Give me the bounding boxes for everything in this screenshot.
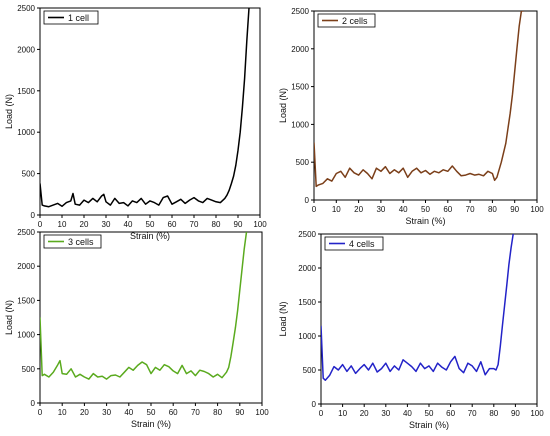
y-tick-label: 0 bbox=[305, 196, 310, 205]
x-tick-label: 40 bbox=[124, 408, 133, 417]
x-tick-label: 60 bbox=[446, 409, 455, 418]
x-tick-label: 0 bbox=[319, 409, 324, 418]
x-tick-label: 20 bbox=[360, 409, 369, 418]
x-axis-title: Strain (%) bbox=[131, 419, 171, 429]
x-tick-label: 100 bbox=[253, 220, 267, 229]
x-tick-label: 90 bbox=[511, 409, 520, 418]
legend-label: 4 cells bbox=[349, 239, 375, 249]
y-tick-label: 1000 bbox=[17, 331, 35, 340]
plot-frame bbox=[39, 231, 263, 404]
x-tick-label: 70 bbox=[191, 408, 200, 417]
y-tick-label: 1500 bbox=[298, 298, 316, 307]
legend-box bbox=[324, 236, 384, 251]
x-tick-label: 50 bbox=[421, 205, 430, 214]
x-tick-label: 60 bbox=[443, 205, 452, 214]
chart-1-cell: 0 10 20 30 40 50 60 70 80 90 100050010001500200025… bbox=[4, 4, 267, 241]
x-axis-title: Strain (%) bbox=[405, 216, 445, 226]
x-axis-title: Strain (%) bbox=[130, 231, 170, 241]
x-tick-label: 10 bbox=[58, 408, 67, 417]
chart-panel-3-cells: 0 10 20 30 40 50 60 70 80 90 100 0 500 1000 1500 2000 25… bbox=[0, 224, 272, 436]
x-tick-label: 70 bbox=[466, 205, 475, 214]
x-tick-label: 100 bbox=[530, 205, 544, 214]
y-tick-label: 2000 bbox=[17, 45, 35, 54]
y-tick-label: 1500 bbox=[17, 87, 35, 96]
chart-3-cells: 0 10 20 30 40 50 60 70 80 90 100050010001500200025… bbox=[4, 228, 269, 429]
x-tick-label: 50 bbox=[147, 408, 156, 417]
x-tick-label: 20 bbox=[354, 205, 363, 214]
legend-box bbox=[317, 13, 376, 28]
x-tick-label: 100 bbox=[255, 408, 269, 417]
x-tick-label: 90 bbox=[510, 205, 519, 214]
y-tick-label: 1500 bbox=[291, 83, 309, 92]
series-line bbox=[321, 234, 514, 381]
series-line bbox=[314, 11, 524, 188]
y-tick-label: 0 bbox=[312, 400, 317, 409]
chart-2-cells: 0 10 20 30 40 50 60 70 80 90 100050010001500200025… bbox=[278, 7, 544, 226]
y-axis-title: Load (N) bbox=[4, 300, 14, 335]
x-tick-label: 40 bbox=[403, 409, 412, 418]
x-tick-label: 90 bbox=[235, 408, 244, 417]
x-tick-label: 40 bbox=[399, 205, 408, 214]
chart-panel-4-cells: 0 10 20 30 40 50 60 70 80 90 100 0 500 1000 1500 2000 25… bbox=[274, 224, 550, 436]
y-tick-label: 1000 bbox=[298, 332, 316, 341]
y-tick-label: 1500 bbox=[17, 296, 35, 305]
y-tick-label: 500 bbox=[22, 170, 36, 179]
y-axis-title: Load (N) bbox=[278, 301, 288, 336]
y-tick-label: 500 bbox=[296, 158, 310, 167]
y-tick-label: 0 bbox=[31, 399, 36, 408]
x-tick-label: 70 bbox=[468, 409, 477, 418]
y-tick-label: 2500 bbox=[291, 7, 309, 16]
plot-frame bbox=[39, 7, 261, 216]
y-axis-title: Load (N) bbox=[278, 88, 288, 123]
chart-4-cells: 0 10 20 30 40 50 60 70 80 90 100050010001500200025… bbox=[278, 230, 544, 430]
x-axis-title: Strain (%) bbox=[409, 420, 449, 430]
series-line bbox=[40, 8, 250, 208]
x-tick-label: 80 bbox=[489, 409, 498, 418]
chart-panel-1-cell: 0 10 20 30 40 50 60 70 80 90 100 0 500 1000 1500 2000 25… bbox=[0, 0, 272, 241]
plot-frame bbox=[320, 233, 538, 405]
x-tick-label: 10 bbox=[338, 409, 347, 418]
x-tick-label: 30 bbox=[102, 220, 111, 229]
legend-box bbox=[43, 10, 99, 25]
y-axis-title: Load (N) bbox=[4, 94, 14, 129]
y-tick-label: 2000 bbox=[298, 264, 316, 273]
y-tick-label: 2000 bbox=[17, 262, 35, 271]
x-tick-label: 20 bbox=[80, 220, 89, 229]
x-tick-label: 30 bbox=[381, 409, 390, 418]
y-tick-label: 500 bbox=[22, 365, 36, 374]
legend-box bbox=[43, 234, 102, 249]
x-tick-label: 90 bbox=[234, 220, 243, 229]
x-tick-label: 80 bbox=[212, 220, 221, 229]
x-tick-label: 50 bbox=[146, 220, 155, 229]
x-tick-label: 70 bbox=[190, 220, 199, 229]
x-tick-label: 80 bbox=[488, 205, 497, 214]
chart-panel-2-cells: 0 10 20 30 40 50 60 70 80 90 100 0 500 1000 1500 2000 25… bbox=[274, 0, 550, 232]
y-tick-label: 2000 bbox=[291, 45, 309, 54]
legend-label: 1 cell bbox=[68, 13, 89, 23]
x-tick-label: 50 bbox=[425, 409, 434, 418]
x-tick-label: 60 bbox=[169, 408, 178, 417]
x-tick-label: 30 bbox=[376, 205, 385, 214]
legend-label: 2 cells bbox=[342, 16, 368, 26]
x-tick-label: 0 bbox=[38, 220, 43, 229]
y-tick-label: 1000 bbox=[17, 128, 35, 137]
x-tick-label: 20 bbox=[80, 408, 89, 417]
x-tick-label: 100 bbox=[530, 409, 544, 418]
legend-label: 3 cells bbox=[68, 237, 94, 247]
y-tick-label: 2500 bbox=[17, 4, 35, 13]
x-tick-label: 60 bbox=[168, 220, 177, 229]
y-tick-label: 1000 bbox=[291, 120, 309, 129]
y-tick-label: 2500 bbox=[298, 230, 316, 239]
x-tick-label: 10 bbox=[58, 220, 67, 229]
x-tick-label: 30 bbox=[102, 408, 111, 417]
series-line bbox=[40, 232, 248, 380]
x-tick-label: 80 bbox=[213, 408, 222, 417]
x-tick-label: 0 bbox=[312, 205, 317, 214]
x-tick-label: 0 bbox=[38, 408, 43, 417]
y-tick-label: 2500 bbox=[17, 228, 35, 237]
x-tick-label: 10 bbox=[332, 205, 341, 214]
y-tick-label: 500 bbox=[303, 366, 317, 375]
y-tick-label: 0 bbox=[31, 211, 36, 220]
x-tick-label: 40 bbox=[124, 220, 133, 229]
